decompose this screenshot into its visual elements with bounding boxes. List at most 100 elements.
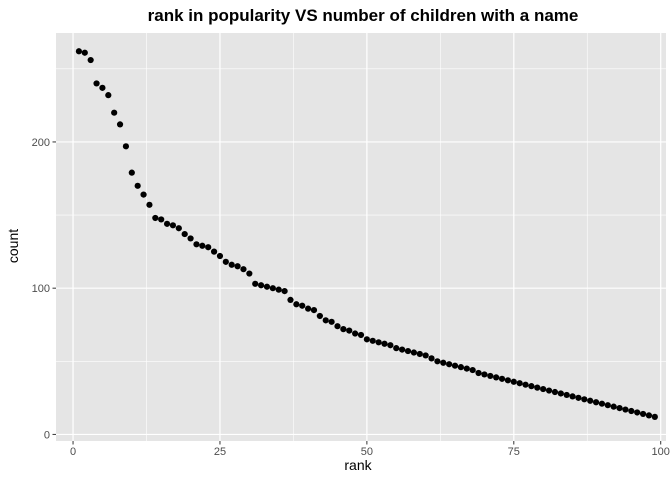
data-point: [346, 327, 353, 334]
major-gridlines: [56, 33, 666, 441]
data-point: [163, 220, 171, 227]
data-point: [234, 263, 241, 270]
data-point: [569, 393, 576, 400]
data-point: [328, 318, 335, 325]
data-point: [111, 109, 118, 116]
data-point: [493, 374, 500, 381]
data-point: [199, 242, 206, 249]
data-point: [122, 143, 130, 150]
data-point: [434, 358, 441, 365]
data-point: [363, 336, 370, 343]
data-point: [469, 366, 476, 374]
y-axis-title: count: [5, 229, 21, 263]
axes: 0 25 50 75 100 0 100 200: [32, 137, 670, 458]
chart-title: rank in popularity VS number of children…: [148, 6, 579, 25]
data-point: [210, 248, 218, 255]
x-tick-label: 0: [70, 446, 76, 458]
data-point: [93, 80, 100, 87]
data-point: [581, 396, 588, 403]
data-point: [516, 380, 523, 387]
data-point: [616, 404, 623, 412]
data-point: [281, 288, 288, 295]
y-tick-label: 100: [32, 283, 50, 295]
data-point: [451, 362, 459, 369]
data-point: [498, 375, 506, 382]
data-point: [487, 372, 494, 380]
data-point: [187, 235, 194, 242]
data-point: [481, 371, 488, 378]
data-point: [540, 385, 547, 393]
data-point: [75, 48, 83, 55]
data-point: [257, 282, 265, 289]
data-point: [387, 342, 394, 349]
data-point: [158, 216, 165, 223]
data-point: [410, 349, 417, 356]
data-point: [399, 346, 406, 353]
data-point: [205, 244, 212, 251]
plot-panel: [56, 33, 666, 441]
data-point: [269, 285, 276, 292]
data-point: [263, 283, 271, 290]
data-point: [140, 191, 147, 198]
data-point: [651, 413, 658, 420]
data-point: [134, 182, 141, 189]
data-point: [551, 388, 559, 396]
y-tick-label: 0: [44, 429, 50, 441]
data-point: [428, 355, 435, 362]
data-point: [152, 214, 159, 222]
data-point: [246, 270, 253, 277]
data-point: [105, 92, 112, 99]
data-point: [393, 345, 400, 352]
data-point: [598, 400, 606, 407]
data-point: [181, 230, 188, 238]
data-point: [352, 330, 359, 337]
data-point: [422, 352, 429, 359]
data-point: [592, 399, 600, 406]
x-tick-label: 50: [361, 446, 373, 458]
data-point: [316, 312, 323, 320]
data-point: [99, 84, 106, 91]
data-point: [87, 56, 94, 64]
data-point: [622, 406, 629, 413]
data-point: [575, 394, 582, 401]
data-point: [228, 261, 235, 268]
data-point: [545, 387, 553, 394]
data-point: [240, 266, 247, 273]
data-point: [222, 258, 229, 265]
data-point: [404, 347, 412, 355]
data-point: [193, 241, 200, 248]
data-point: [634, 409, 641, 416]
data-point: [252, 280, 259, 287]
data-point: [305, 305, 312, 312]
data-point: [504, 377, 512, 384]
data-point: [169, 222, 177, 229]
data-point: [563, 391, 570, 399]
data-point: [357, 331, 365, 339]
minor-gridlines: [56, 33, 666, 441]
data-point: [645, 412, 653, 419]
data-point: [587, 397, 594, 404]
data-point: [510, 378, 517, 385]
data-point: [557, 390, 564, 397]
data-point: [322, 317, 329, 324]
data-point: [381, 340, 388, 347]
data-point: [128, 169, 135, 176]
data-point: [528, 383, 535, 390]
data-point: [216, 252, 224, 260]
data-point: [463, 365, 470, 372]
data-point: [610, 403, 617, 410]
x-tick-label: 100: [652, 446, 670, 458]
data-point: [310, 307, 318, 314]
x-tick-label: 75: [508, 446, 520, 458]
data-point: [639, 410, 647, 418]
data-point: [475, 369, 482, 377]
data-point: [446, 361, 453, 368]
data-point: [81, 49, 88, 56]
data-point: [340, 326, 347, 333]
data-point: [299, 302, 306, 309]
y-tick-label: 200: [32, 137, 50, 149]
data-point: [287, 296, 294, 303]
x-axis-title: rank: [344, 457, 372, 473]
x-tick-label: 25: [214, 446, 226, 458]
